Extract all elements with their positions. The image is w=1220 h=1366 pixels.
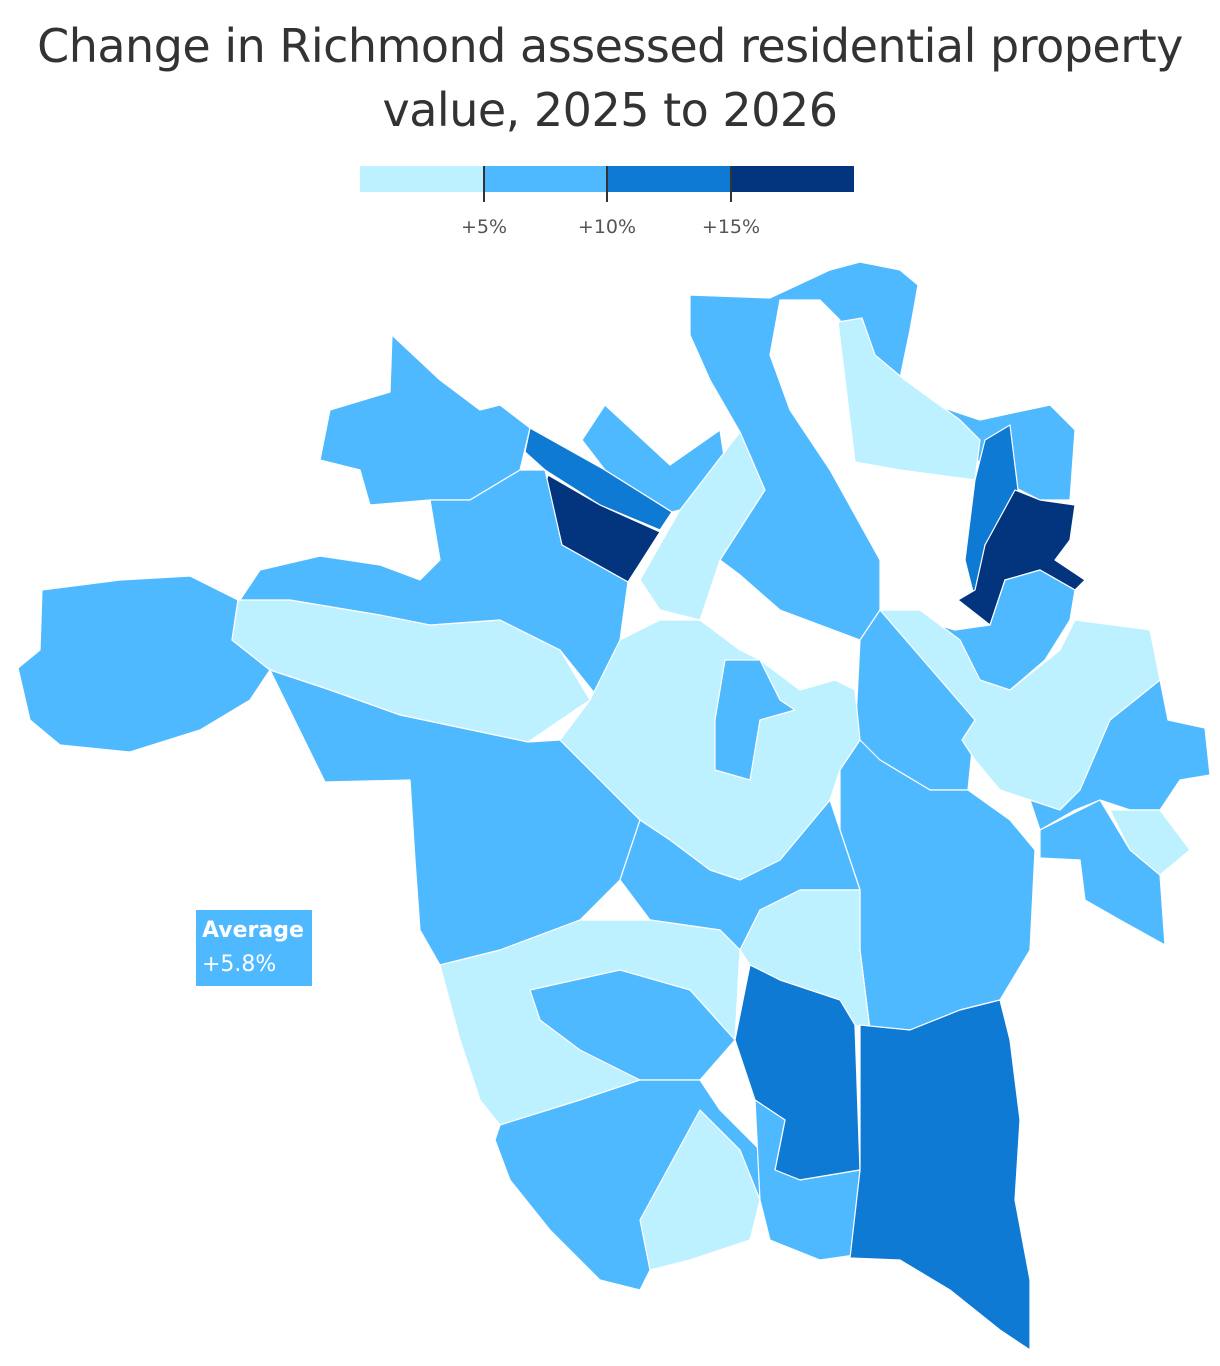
legend-swatch-lt5 xyxy=(360,166,484,192)
average-label: Average xyxy=(202,918,304,943)
region-south-light xyxy=(639,1109,761,1271)
legend-ticklabel-10: +10% xyxy=(577,216,637,238)
legend-swatch-5to10 xyxy=(483,166,607,192)
legend-swatch-10to15 xyxy=(607,166,731,192)
region-west-center xyxy=(239,469,629,701)
legend-tick-15 xyxy=(730,166,732,202)
legend-ticklabel-15: +15% xyxy=(701,216,761,238)
average-badge: Average +5.8% xyxy=(196,910,312,986)
region-southwest-upper xyxy=(269,669,641,966)
region-central-strip xyxy=(714,659,796,781)
legend-tick-5 xyxy=(483,166,485,202)
region-southeast-dark xyxy=(849,999,1031,1351)
richmond-neighborhood-map xyxy=(17,261,1211,1351)
legend-ticklabel-5: +5% xyxy=(460,216,508,238)
color-legend: +5% +10% +15% xyxy=(360,166,854,238)
region-far-east-south xyxy=(1039,799,1166,946)
region-northwest-upper xyxy=(319,334,531,506)
region-far-west xyxy=(17,575,271,753)
region-north-column-light xyxy=(837,317,981,481)
title-line-2: value, 2025 to 2026 xyxy=(382,83,838,137)
legend-tick-10 xyxy=(606,166,608,202)
average-value: +5.8% xyxy=(202,952,277,977)
region-far-east xyxy=(1029,679,1211,831)
legend-swatch-gt15 xyxy=(730,166,854,192)
chart-title: Change in Richmond assessed residential … xyxy=(0,14,1220,142)
title-line-1: Change in Richmond assessed residential … xyxy=(37,19,1183,73)
